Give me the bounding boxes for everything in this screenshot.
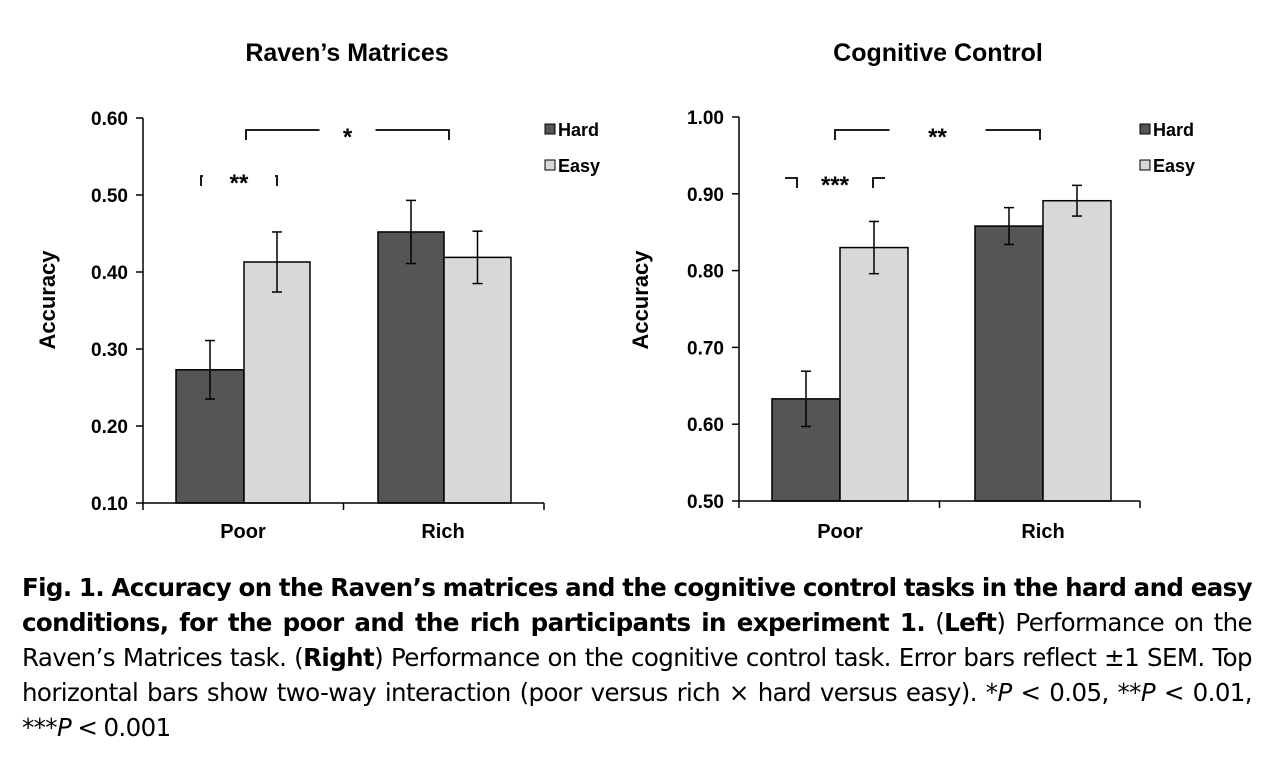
- y-tick-label: 0.60: [91, 109, 128, 130]
- x-category-label: Poor: [817, 521, 863, 543]
- y-tick-label: 0.30: [91, 340, 128, 361]
- significance-stars: ***: [821, 172, 850, 199]
- bar-hard: [974, 225, 1044, 502]
- caption-left-label: Left: [944, 608, 997, 637]
- bar-hard: [377, 231, 445, 504]
- legend-label: Easy: [558, 156, 600, 176]
- y-tick-label: 0.10: [91, 494, 128, 515]
- x-category-label: Rich: [1021, 521, 1064, 543]
- chart-panel: Cognitive Control Accuracy 0.50 0.60 0.70 0.8…: [628, 39, 1195, 543]
- y-tick-label: 0.70: [687, 338, 724, 359]
- bar-easy: [839, 246, 909, 502]
- y-tick-label: 0.80: [687, 262, 724, 283]
- caption-threshold-3: < 0.001: [71, 713, 171, 742]
- bar-easy: [243, 261, 311, 504]
- legend-swatch: [544, 123, 556, 135]
- chart-panel: Raven’s Matrices Accuracy 0.10 0.20 0.30 0.40…: [35, 39, 600, 543]
- significance-bracket: [872, 177, 885, 188]
- caption-fig-label: Fig. 1.: [22, 573, 105, 602]
- significance-bracket: [275, 175, 278, 186]
- y-tick-label: 0.90: [687, 185, 724, 206]
- interaction-bracket: [985, 129, 1041, 140]
- interaction-bracket: [245, 129, 320, 140]
- chart-title: Cognitive Control: [833, 39, 1043, 67]
- caption-bold-text: Accuracy on the Raven’s matrices and the…: [22, 573, 1253, 637]
- interaction-stars: **: [928, 124, 947, 151]
- y-tick-label: 0.60: [687, 415, 724, 436]
- y-tick-label: 0.40: [91, 263, 128, 284]
- caption-right-text: ) Performance on the cognitive control t…: [22, 643, 1253, 707]
- caption-left-open: (: [925, 608, 945, 637]
- caption-threshold-1: < 0.05, **: [1011, 678, 1142, 707]
- caption-threshold-2: < 0.01, ***: [22, 678, 1253, 742]
- figure-caption: Fig. 1. Accuracy on the Raven’s matrices…: [22, 570, 1253, 745]
- legend-swatch: [1139, 123, 1151, 135]
- significance-bracket: [785, 177, 798, 188]
- y-tick-label: 1.00: [687, 108, 724, 129]
- interaction-stars: *: [343, 124, 353, 151]
- legend-label: Easy: [1153, 156, 1195, 176]
- significance-bracket: [200, 175, 203, 186]
- chart-title: Raven’s Matrices: [245, 39, 448, 67]
- caption-p-symbol: P: [56, 713, 72, 742]
- y-axis-label: Accuracy: [628, 250, 653, 350]
- y-axis-label: Accuracy: [35, 250, 60, 350]
- y-tick-label: 0.20: [91, 417, 128, 438]
- y-tick-label: 0.50: [91, 186, 128, 207]
- figure-charts: Raven’s Matrices Accuracy 0.10 0.20 0.30 0.40…: [35, 39, 1195, 543]
- significance-stars: **: [230, 170, 249, 197]
- caption-left-text: ) Performance on the Raven’s Matrices ta…: [22, 608, 1253, 672]
- bar-easy: [443, 256, 512, 504]
- interaction-bracket: [375, 129, 450, 140]
- legend-swatch: [544, 159, 556, 171]
- y-tick-label: 0.50: [687, 492, 724, 513]
- x-category-label: Poor: [220, 521, 266, 543]
- caption-p-symbol: P: [1140, 678, 1156, 707]
- legend-swatch: [1139, 159, 1151, 171]
- legend-label: Hard: [1153, 120, 1194, 140]
- caption-p-symbol: P: [997, 678, 1012, 707]
- legend-label: Hard: [558, 120, 599, 140]
- interaction-bracket: [834, 129, 890, 140]
- caption-right-label: Right: [303, 643, 375, 672]
- bar-easy: [1042, 199, 1112, 502]
- x-category-label: Rich: [421, 521, 464, 543]
